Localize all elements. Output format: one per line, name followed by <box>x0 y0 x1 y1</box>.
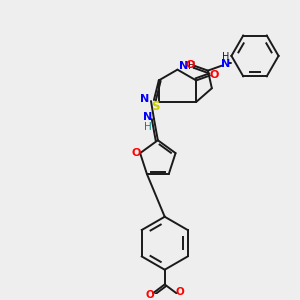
Text: O: O <box>146 290 154 300</box>
Text: N: N <box>143 112 153 122</box>
Text: H: H <box>188 61 195 71</box>
Text: N: N <box>140 94 150 104</box>
Text: O: O <box>209 70 218 80</box>
Text: N: N <box>221 59 230 69</box>
Text: N: N <box>179 61 188 71</box>
Text: S: S <box>152 100 160 113</box>
Text: O: O <box>131 148 141 158</box>
Text: H: H <box>222 52 229 62</box>
Text: O: O <box>175 287 184 297</box>
Text: H: H <box>144 122 152 133</box>
Text: O: O <box>186 60 195 70</box>
